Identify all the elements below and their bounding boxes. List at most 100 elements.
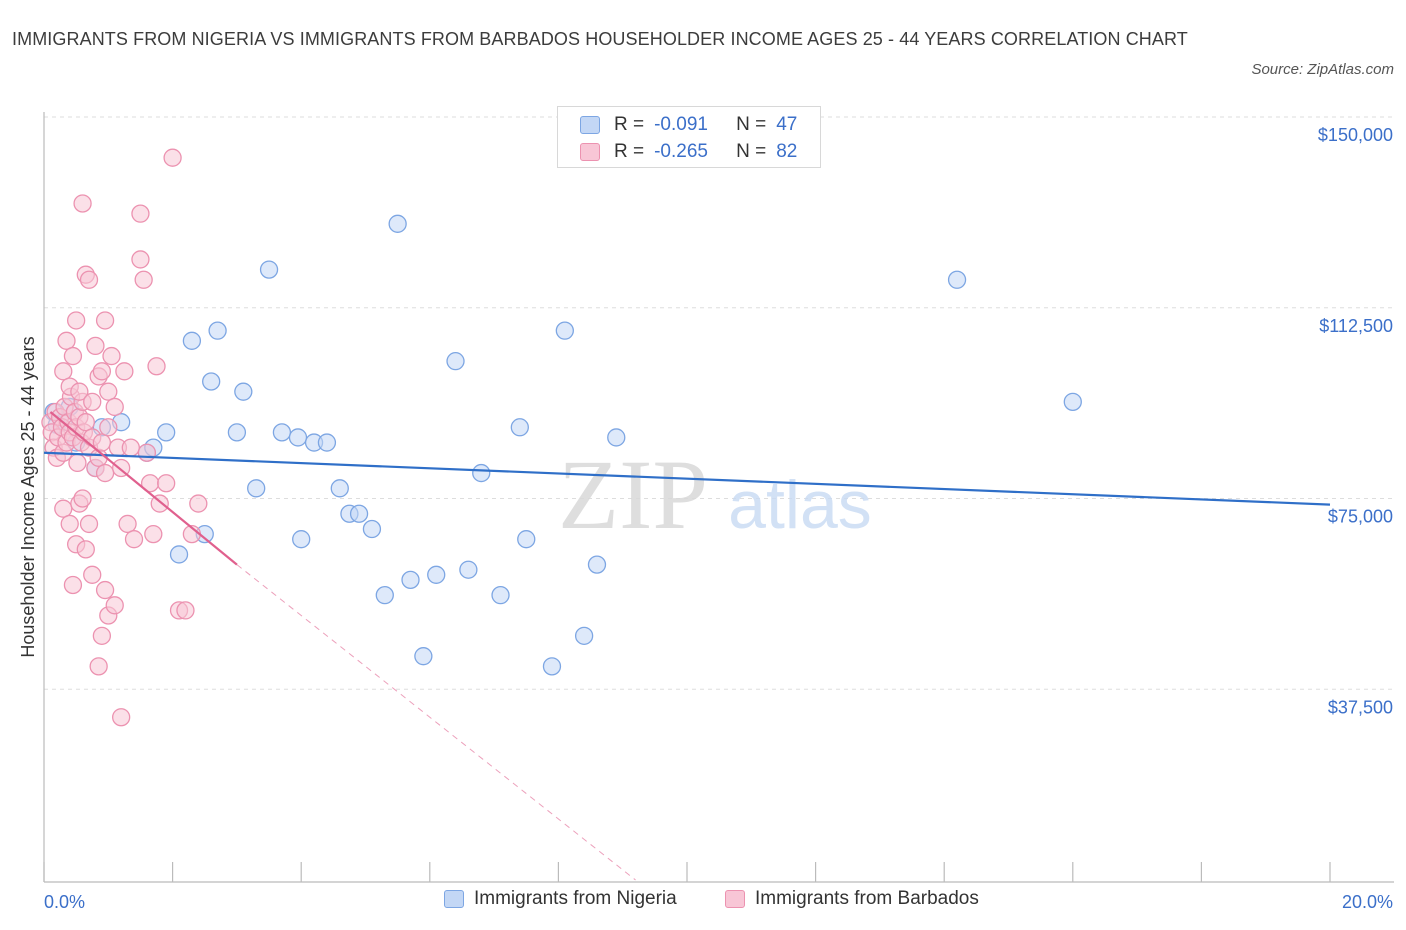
data-point-barbados [118,514,137,534]
data-point-nigeria [259,260,279,279]
chart-title: IMMIGRANTS FROM NIGERIA VS IMMIGRANTS FR… [12,29,1188,49]
data-point-barbados [63,346,83,366]
data-point-nigeria [388,214,407,233]
legend-r-label: R = [614,141,645,162]
data-point-barbados [176,601,195,620]
trend-line-nigeria [43,451,1331,506]
watermark: ZIP atlas [558,439,872,550]
data-point-barbados [68,453,87,473]
data-point-barbados [95,580,115,600]
data-point-barbados [54,362,73,381]
data-point-nigeria [157,423,176,442]
data-point-barbados [79,270,99,289]
data-point-nigeria [414,647,433,666]
data-point-barbados [89,657,108,676]
data-point-nigeria [227,423,247,442]
data-point-nigeria [202,372,221,391]
legend-swatch-barbados [580,143,600,161]
trend-line-barbados [236,564,636,881]
y-tick-label: $37,500 [1328,697,1393,717]
y-tick-labels: $37,500 $75,000 $112,500 $150,000 [1318,125,1393,717]
data-point-nigeria [401,570,420,590]
data-point-nigeria [362,519,382,539]
data-point-nigeria [292,530,311,549]
data-point-barbados [105,596,124,615]
data-point-barbados [60,514,79,534]
data-point-barbados [63,575,83,595]
data-point-nigeria [491,585,510,605]
legend-swatch-nigeria [580,116,600,134]
data-point-barbados [105,397,124,417]
data-point-barbados [124,530,144,549]
data-point-nigeria [510,418,529,437]
data-point-nigeria [317,433,337,452]
data-point-barbados [157,474,176,493]
data-point-barbados [112,708,131,727]
data-point-nigeria [375,585,394,605]
y-tick-label: $75,000 [1328,507,1393,527]
legend-n-label: N = [736,141,767,162]
data-point-barbados [67,311,86,330]
legend-swatch-barbados [725,890,745,908]
data-point-nigeria [288,428,308,447]
x-tick-label: 20.0% [1342,892,1393,912]
data-point-nigeria [234,382,253,401]
data-point-nigeria [427,565,446,584]
data-point-barbados [83,392,102,412]
data-point-barbados [131,204,150,223]
data-point-barbados [163,148,182,167]
series-barbados [41,148,208,727]
data-point-nigeria [169,545,189,564]
legend-n-label: N = [736,114,767,135]
data-point-nigeria [182,331,202,350]
x-tick-labels: 0.0% 20.0% [44,892,1393,912]
data-point-barbados [99,418,118,437]
data-point-barbados [73,194,92,213]
legend-row-barbados: R = -0.265 N = 82 [580,140,797,164]
legend-row-nigeria: R = -0.091 N = 47 [580,113,797,137]
legend-r-value: -0.265 [654,141,708,162]
x-tick-label: 0.0% [44,892,85,912]
data-point-nigeria [208,321,227,340]
legend-r-label: R = [614,114,645,135]
data-point-barbados [137,443,157,462]
data-point-barbados [92,626,112,645]
trend-lines [43,411,1331,881]
data-point-nigeria [947,270,967,289]
legend-label-barbados: Immigrants from Barbados [755,888,979,909]
data-point-barbados [92,362,112,381]
data-point-nigeria [555,321,574,340]
legend-n-value: 47 [776,114,798,135]
axes [43,112,1394,883]
data-point-nigeria [272,423,292,442]
legend-swatch-nigeria [444,890,464,908]
data-point-nigeria [587,555,607,574]
data-point-barbados [76,540,95,559]
legend-label-nigeria: Immigrants from Nigeria [474,888,677,909]
data-point-nigeria [459,560,478,579]
correlation-legend: R = -0.091 N = 47 R = -0.265 N = 82 [557,106,821,168]
data-point-barbados [115,362,134,381]
data-point-nigeria [349,504,369,523]
legend-item-barbados[interactable]: Immigrants from Barbados [725,888,979,910]
data-point-barbados [189,494,208,513]
legend-n-value: 82 [776,141,798,162]
y-axis-label: Householder Income Ages 25 - 44 years [18,336,38,657]
data-point-barbados [73,489,92,508]
watermark-atlas: atlas [728,467,872,543]
data-point-nigeria [247,479,266,498]
data-point-barbados [131,250,150,269]
data-point-nigeria [574,626,594,645]
y-tick-label: $112,500 [1319,316,1393,336]
data-point-nigeria [517,530,536,549]
data-point-nigeria [607,428,626,447]
data-point-barbados [102,346,121,366]
legend-item-nigeria[interactable]: Immigrants from Nigeria [444,888,677,910]
data-point-nigeria [330,479,349,498]
data-point-barbados [83,565,102,584]
y-tick-label: $150,000 [1318,125,1393,145]
data-point-barbados [86,336,105,356]
series-legend: Immigrants from Nigeria Immigrants from … [0,888,1406,916]
data-point-barbados [95,311,115,330]
